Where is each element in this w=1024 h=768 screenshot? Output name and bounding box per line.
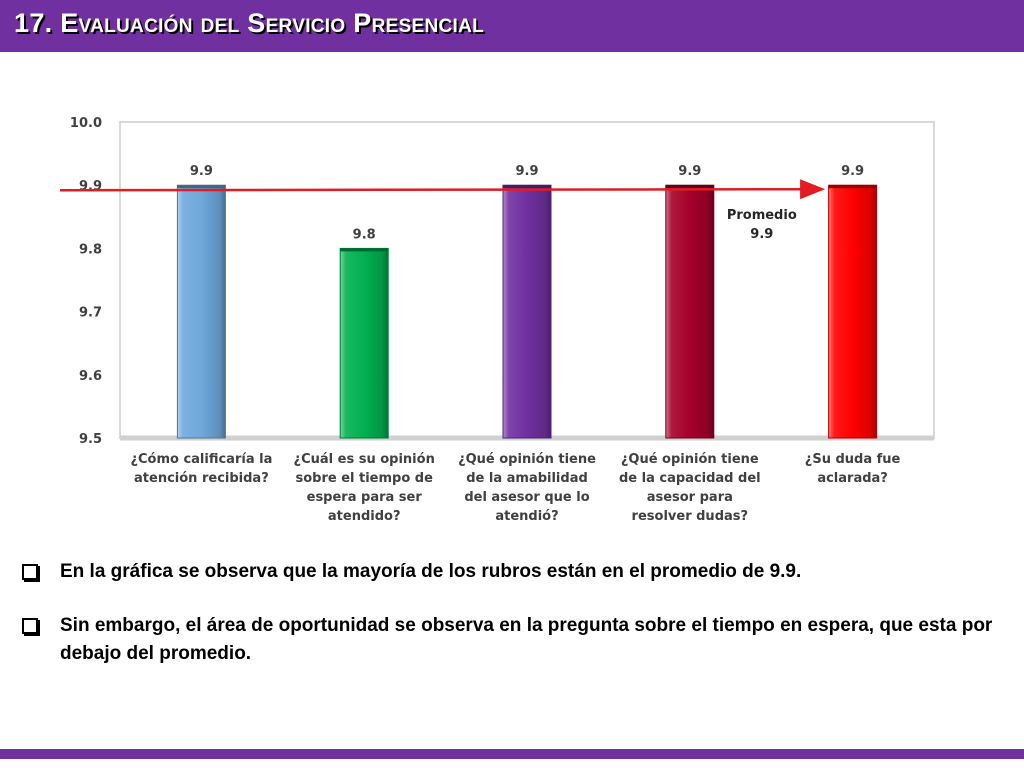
bar-top xyxy=(177,185,226,189)
bar xyxy=(339,247,389,439)
chart-svg: 10.0 9.9 9.8 9.7 9.6 9.5 9.9 ¿Cómo calificaría … xyxy=(59,116,935,524)
y-tick-label: 9.5 xyxy=(79,432,102,447)
bar-top xyxy=(503,185,551,189)
bullet-text: Sin embargo, el área de oportunidad se o… xyxy=(60,615,993,664)
bar-top xyxy=(340,248,389,252)
y-tick-label: 9.8 xyxy=(79,242,102,257)
bullet-item: En la gráfica se observa que la mayoría … xyxy=(20,558,1000,586)
y-tick-label: 9.6 xyxy=(79,369,102,384)
bar-top xyxy=(828,185,877,189)
data-label: 9.9 xyxy=(190,164,213,179)
bottom-bar xyxy=(0,749,1024,759)
checkbox-bullet-icon xyxy=(22,618,38,634)
average-label: Promedio 9.9 xyxy=(727,208,797,242)
data-label: 9.8 xyxy=(353,227,376,242)
y-tick-label: 10.0 xyxy=(70,116,102,131)
category-label: ¿Cómo calificaría la atención recibida? xyxy=(130,452,272,486)
y-tick-label: 9.9 xyxy=(79,179,102,194)
bar xyxy=(828,184,878,439)
bar-top xyxy=(665,185,714,189)
category-label: ¿Qué opinión tiene de la amabilidad del as… xyxy=(458,452,596,524)
average-line xyxy=(59,179,826,200)
bar xyxy=(502,184,552,439)
bar-chart: 10.0 9.9 9.8 9.7 9.6 9.5 9.9 ¿Cómo calificaría … xyxy=(59,110,950,530)
category-label: ¿Su duda fue aclarada? xyxy=(805,452,901,486)
checkbox-bullet-icon xyxy=(22,564,38,580)
page-title: 17. Evaluación del Servicio Presencial xyxy=(14,8,485,38)
title-bar: 17. Evaluación del Servicio Presencial xyxy=(0,0,1024,52)
bullet-item: Sin embargo, el área de oportunidad se o… xyxy=(20,612,1000,668)
data-label: 9.9 xyxy=(678,164,701,179)
category-label: ¿Cuál es su opinión sobre el tiempo de esp… xyxy=(294,452,435,524)
category-label: ¿Qué opinión tiene de la capacidad del ase… xyxy=(619,452,761,524)
bar xyxy=(176,184,226,439)
data-label: 9.9 xyxy=(515,164,538,179)
bullet-text: En la gráfica se observa que la mayoría … xyxy=(60,561,802,582)
bullet-list: En la gráfica se observa que la mayoría … xyxy=(20,558,1000,668)
bar xyxy=(665,184,715,439)
y-tick-label: 9.7 xyxy=(79,306,102,321)
data-label: 9.9 xyxy=(841,164,864,179)
